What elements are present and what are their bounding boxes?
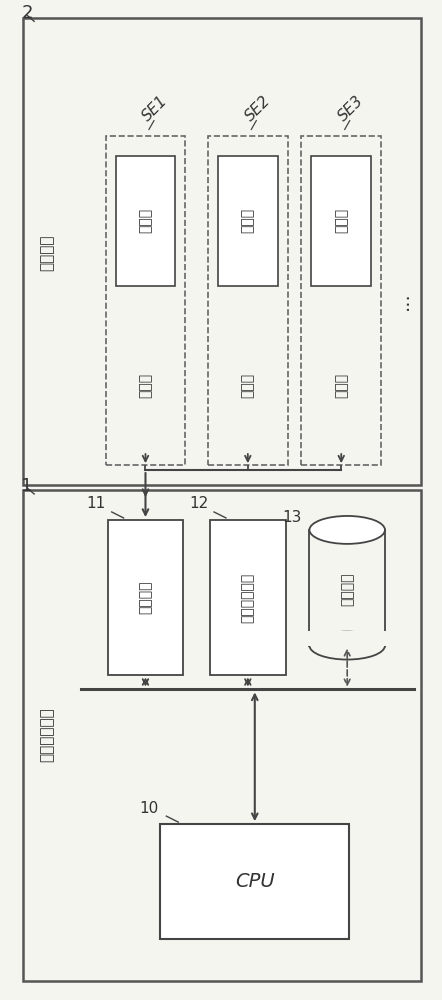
Bar bbox=[208, 136, 288, 465]
Bar bbox=[218, 156, 278, 286]
Text: CPU: CPU bbox=[235, 872, 274, 891]
Ellipse shape bbox=[309, 632, 385, 660]
Text: 激振器: 激振器 bbox=[138, 373, 152, 398]
Text: 连接接口: 连接接口 bbox=[138, 581, 152, 614]
Text: SE1: SE1 bbox=[140, 93, 171, 124]
Text: 1: 1 bbox=[21, 477, 33, 495]
Text: 激振器: 激振器 bbox=[241, 373, 255, 398]
Bar bbox=[309, 631, 386, 646]
Text: 记录介质: 记录介质 bbox=[340, 573, 354, 606]
Text: 激振器: 激振器 bbox=[334, 373, 348, 398]
Bar bbox=[312, 156, 371, 286]
Text: 传感器: 传感器 bbox=[241, 208, 255, 233]
Bar bbox=[23, 18, 421, 485]
Text: 传感器: 传感器 bbox=[334, 208, 348, 233]
Bar bbox=[23, 490, 421, 981]
Text: 10: 10 bbox=[139, 801, 158, 816]
Text: ···: ··· bbox=[399, 291, 418, 310]
Bar bbox=[210, 520, 286, 675]
Text: 激振系统: 激振系统 bbox=[40, 234, 55, 271]
Text: SE3: SE3 bbox=[335, 93, 367, 124]
Bar bbox=[106, 136, 185, 465]
Text: 11: 11 bbox=[87, 496, 106, 511]
Text: 13: 13 bbox=[282, 510, 301, 525]
Text: 异常感测装置: 异常感测装置 bbox=[40, 707, 55, 762]
Text: 传感器: 传感器 bbox=[138, 208, 152, 233]
Bar bbox=[160, 824, 349, 939]
Ellipse shape bbox=[309, 516, 385, 544]
Text: 输入输出设备: 输入输出设备 bbox=[241, 573, 255, 623]
Text: 12: 12 bbox=[189, 496, 208, 511]
Bar bbox=[108, 520, 183, 675]
Bar bbox=[301, 136, 381, 465]
Text: SE2: SE2 bbox=[242, 93, 273, 124]
Text: 2: 2 bbox=[21, 4, 33, 22]
Bar bbox=[116, 156, 175, 286]
